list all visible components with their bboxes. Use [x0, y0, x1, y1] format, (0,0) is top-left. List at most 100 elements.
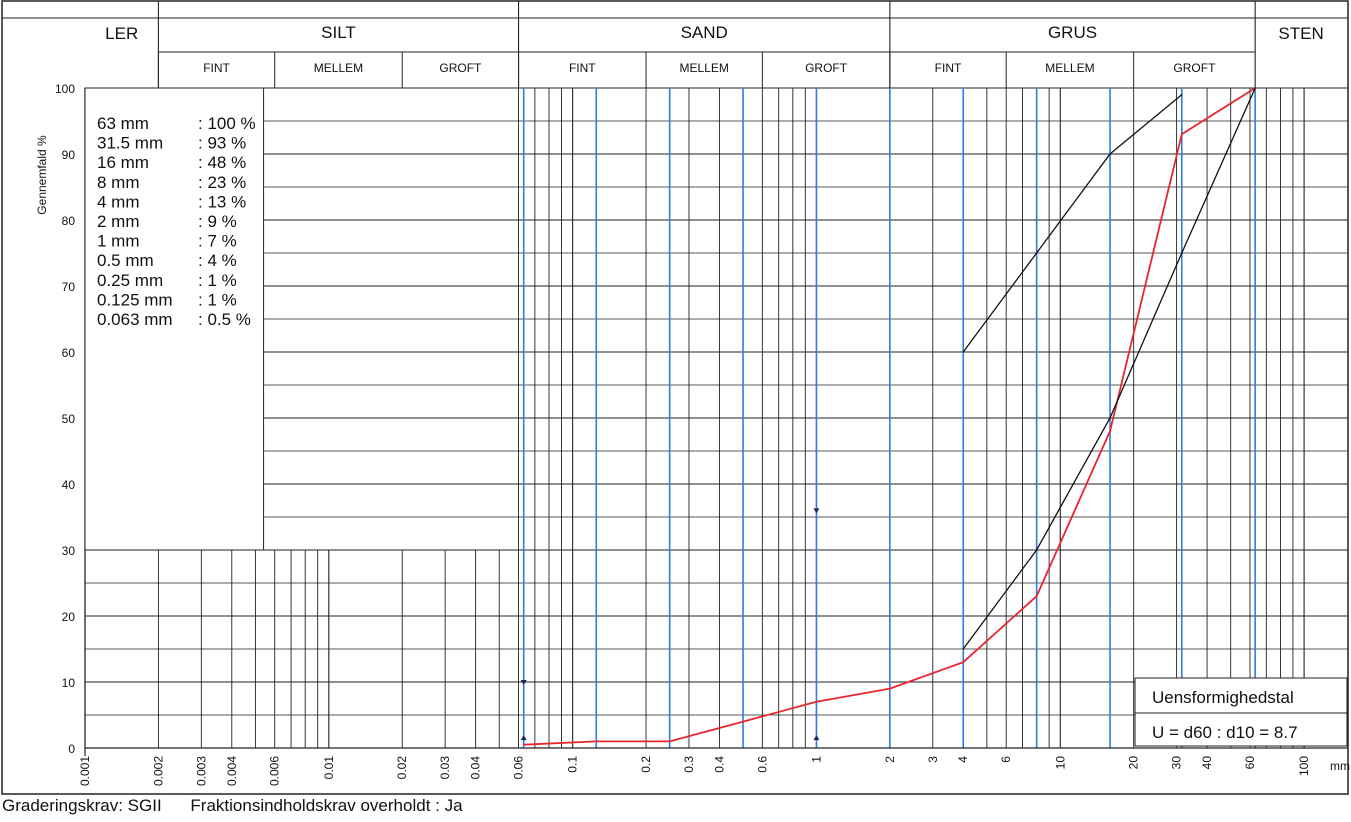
subheader-groft: GROFT	[439, 61, 482, 75]
y-tick-label: 0	[68, 742, 75, 756]
sieve-size: 0.25 mm	[97, 271, 163, 290]
uniformity-title: Uensformighedstal	[1152, 688, 1294, 707]
data-point	[962, 351, 964, 353]
x-tick-label: 40	[1200, 756, 1214, 770]
grading-requirement: Graderingskrav: SGII	[2, 796, 162, 815]
data-point	[815, 701, 818, 703]
x-tick-label: 4	[956, 756, 970, 763]
data-point	[1181, 133, 1183, 135]
sieve-percent: : 100 %	[198, 114, 256, 133]
limit-marker	[813, 735, 820, 741]
subheader-fint: FINT	[569, 61, 596, 75]
data-point	[1254, 87, 1256, 89]
data-point	[523, 744, 525, 746]
x-tick-label: 0.6	[755, 756, 769, 773]
x-tick-label: 0.001	[78, 756, 92, 786]
limit-marker	[520, 680, 527, 685]
y-tick-label: 70	[62, 280, 76, 294]
limit-marker	[813, 508, 820, 514]
x-tick-label: 0.3	[682, 756, 696, 773]
data-point	[1036, 595, 1038, 597]
x-tick-label: 6	[999, 756, 1013, 763]
sieve-size: 31.5 mm	[97, 134, 163, 153]
x-tick-label: 1	[809, 756, 823, 763]
limit-curve	[962, 87, 1256, 650]
y-tick-label: 40	[62, 478, 76, 492]
header-sand: SAND	[681, 23, 728, 42]
x-tick-label: 3	[926, 756, 940, 763]
y-tick-label: 20	[62, 610, 76, 624]
x-tick-label: 20	[1127, 756, 1141, 770]
sieve-percent: : 23 %	[198, 173, 246, 192]
header-grus: GRUS	[1048, 23, 1097, 42]
data-point	[1036, 252, 1038, 254]
sieve-size: 1 mm	[97, 232, 140, 251]
data-point	[595, 740, 597, 743]
sieve-table-box	[84, 87, 265, 551]
y-tick-label: 50	[62, 412, 76, 426]
sieve-percent: : 13 %	[198, 192, 246, 211]
header-silt: SILT	[321, 23, 356, 42]
x-tick-label: 10	[1053, 756, 1067, 770]
sieve-size: 0.5 mm	[97, 251, 154, 270]
x-tick-label: 0.003	[194, 756, 208, 786]
data-point	[1109, 430, 1111, 432]
subheader-groft: GROFT	[1173, 61, 1216, 75]
y-tick-label: 60	[62, 346, 76, 360]
subheader-groft: GROFT	[805, 61, 848, 75]
sieve-percent: : 4 %	[198, 251, 237, 270]
data-point	[1181, 94, 1183, 96]
y-tick-label: 90	[62, 148, 76, 162]
x-tick-label: 100	[1297, 756, 1311, 776]
sieve-size: 4 mm	[97, 192, 140, 211]
sieve-percent: : 9 %	[198, 212, 237, 231]
sieve-percent: : 93 %	[198, 134, 246, 153]
limit-marker	[520, 735, 527, 741]
x-tick-label: 0.002	[151, 756, 165, 786]
subheader-mellem: MELLEM	[314, 61, 363, 75]
sieve-percent: : 1 %	[198, 290, 237, 309]
sieve-percent: : 0.5 %	[198, 310, 251, 329]
header-sten: STEN	[1278, 24, 1323, 43]
x-tick-label: 2	[883, 756, 897, 763]
x-tick-label: 0.2	[639, 756, 653, 773]
sieve-percent: : 1 %	[198, 271, 237, 290]
data-point	[1036, 549, 1038, 551]
uniformity-box	[1134, 677, 1348, 747]
x-tick-label: 0.03	[438, 756, 452, 780]
x-unit-label: mm	[1330, 759, 1350, 773]
x-tick-label: 30	[1170, 756, 1184, 770]
sieve-size: 0.063 mm	[97, 310, 173, 329]
data-point	[962, 648, 964, 650]
subheader-fint: FINT	[203, 61, 230, 75]
y-tick-label: 30	[62, 544, 76, 558]
sieve-size: 0.125 mm	[97, 290, 173, 309]
data-point	[1181, 252, 1183, 254]
data-point	[742, 721, 744, 723]
x-tick-label: 0.006	[268, 756, 282, 786]
y-tick-label: 100	[55, 82, 75, 96]
data-point	[1109, 153, 1111, 155]
header-ler: LER	[105, 24, 138, 43]
x-tick-label: 0.004	[225, 756, 239, 786]
footer: Graderingskrav: SGII Fraktionsindholdskr…	[2, 796, 487, 816]
data-point	[669, 740, 671, 743]
y-tick-label: 10	[62, 676, 76, 690]
data-point	[1109, 417, 1111, 419]
x-tick-label: 0.04	[469, 756, 483, 780]
x-tick-label: 0.01	[322, 756, 336, 780]
subheader-fint: FINT	[935, 61, 962, 75]
uniformity-value: U = d60 : d10 = 8.7	[1152, 723, 1298, 742]
y-tick-label: 80	[62, 214, 76, 228]
fraction-requirement: Fraktionsindholdskrav overholdt : Ja	[190, 796, 463, 815]
x-tick-label: 60	[1243, 756, 1257, 770]
data-point	[889, 688, 891, 690]
limit-curve	[962, 94, 1183, 353]
sieve-size: 63 mm	[97, 114, 149, 133]
sieve-size: 16 mm	[97, 153, 149, 172]
subheader-mellem: MELLEM	[1045, 61, 1094, 75]
sieve-percent: : 7 %	[198, 232, 237, 251]
chart-frame	[1, 0, 1349, 795]
